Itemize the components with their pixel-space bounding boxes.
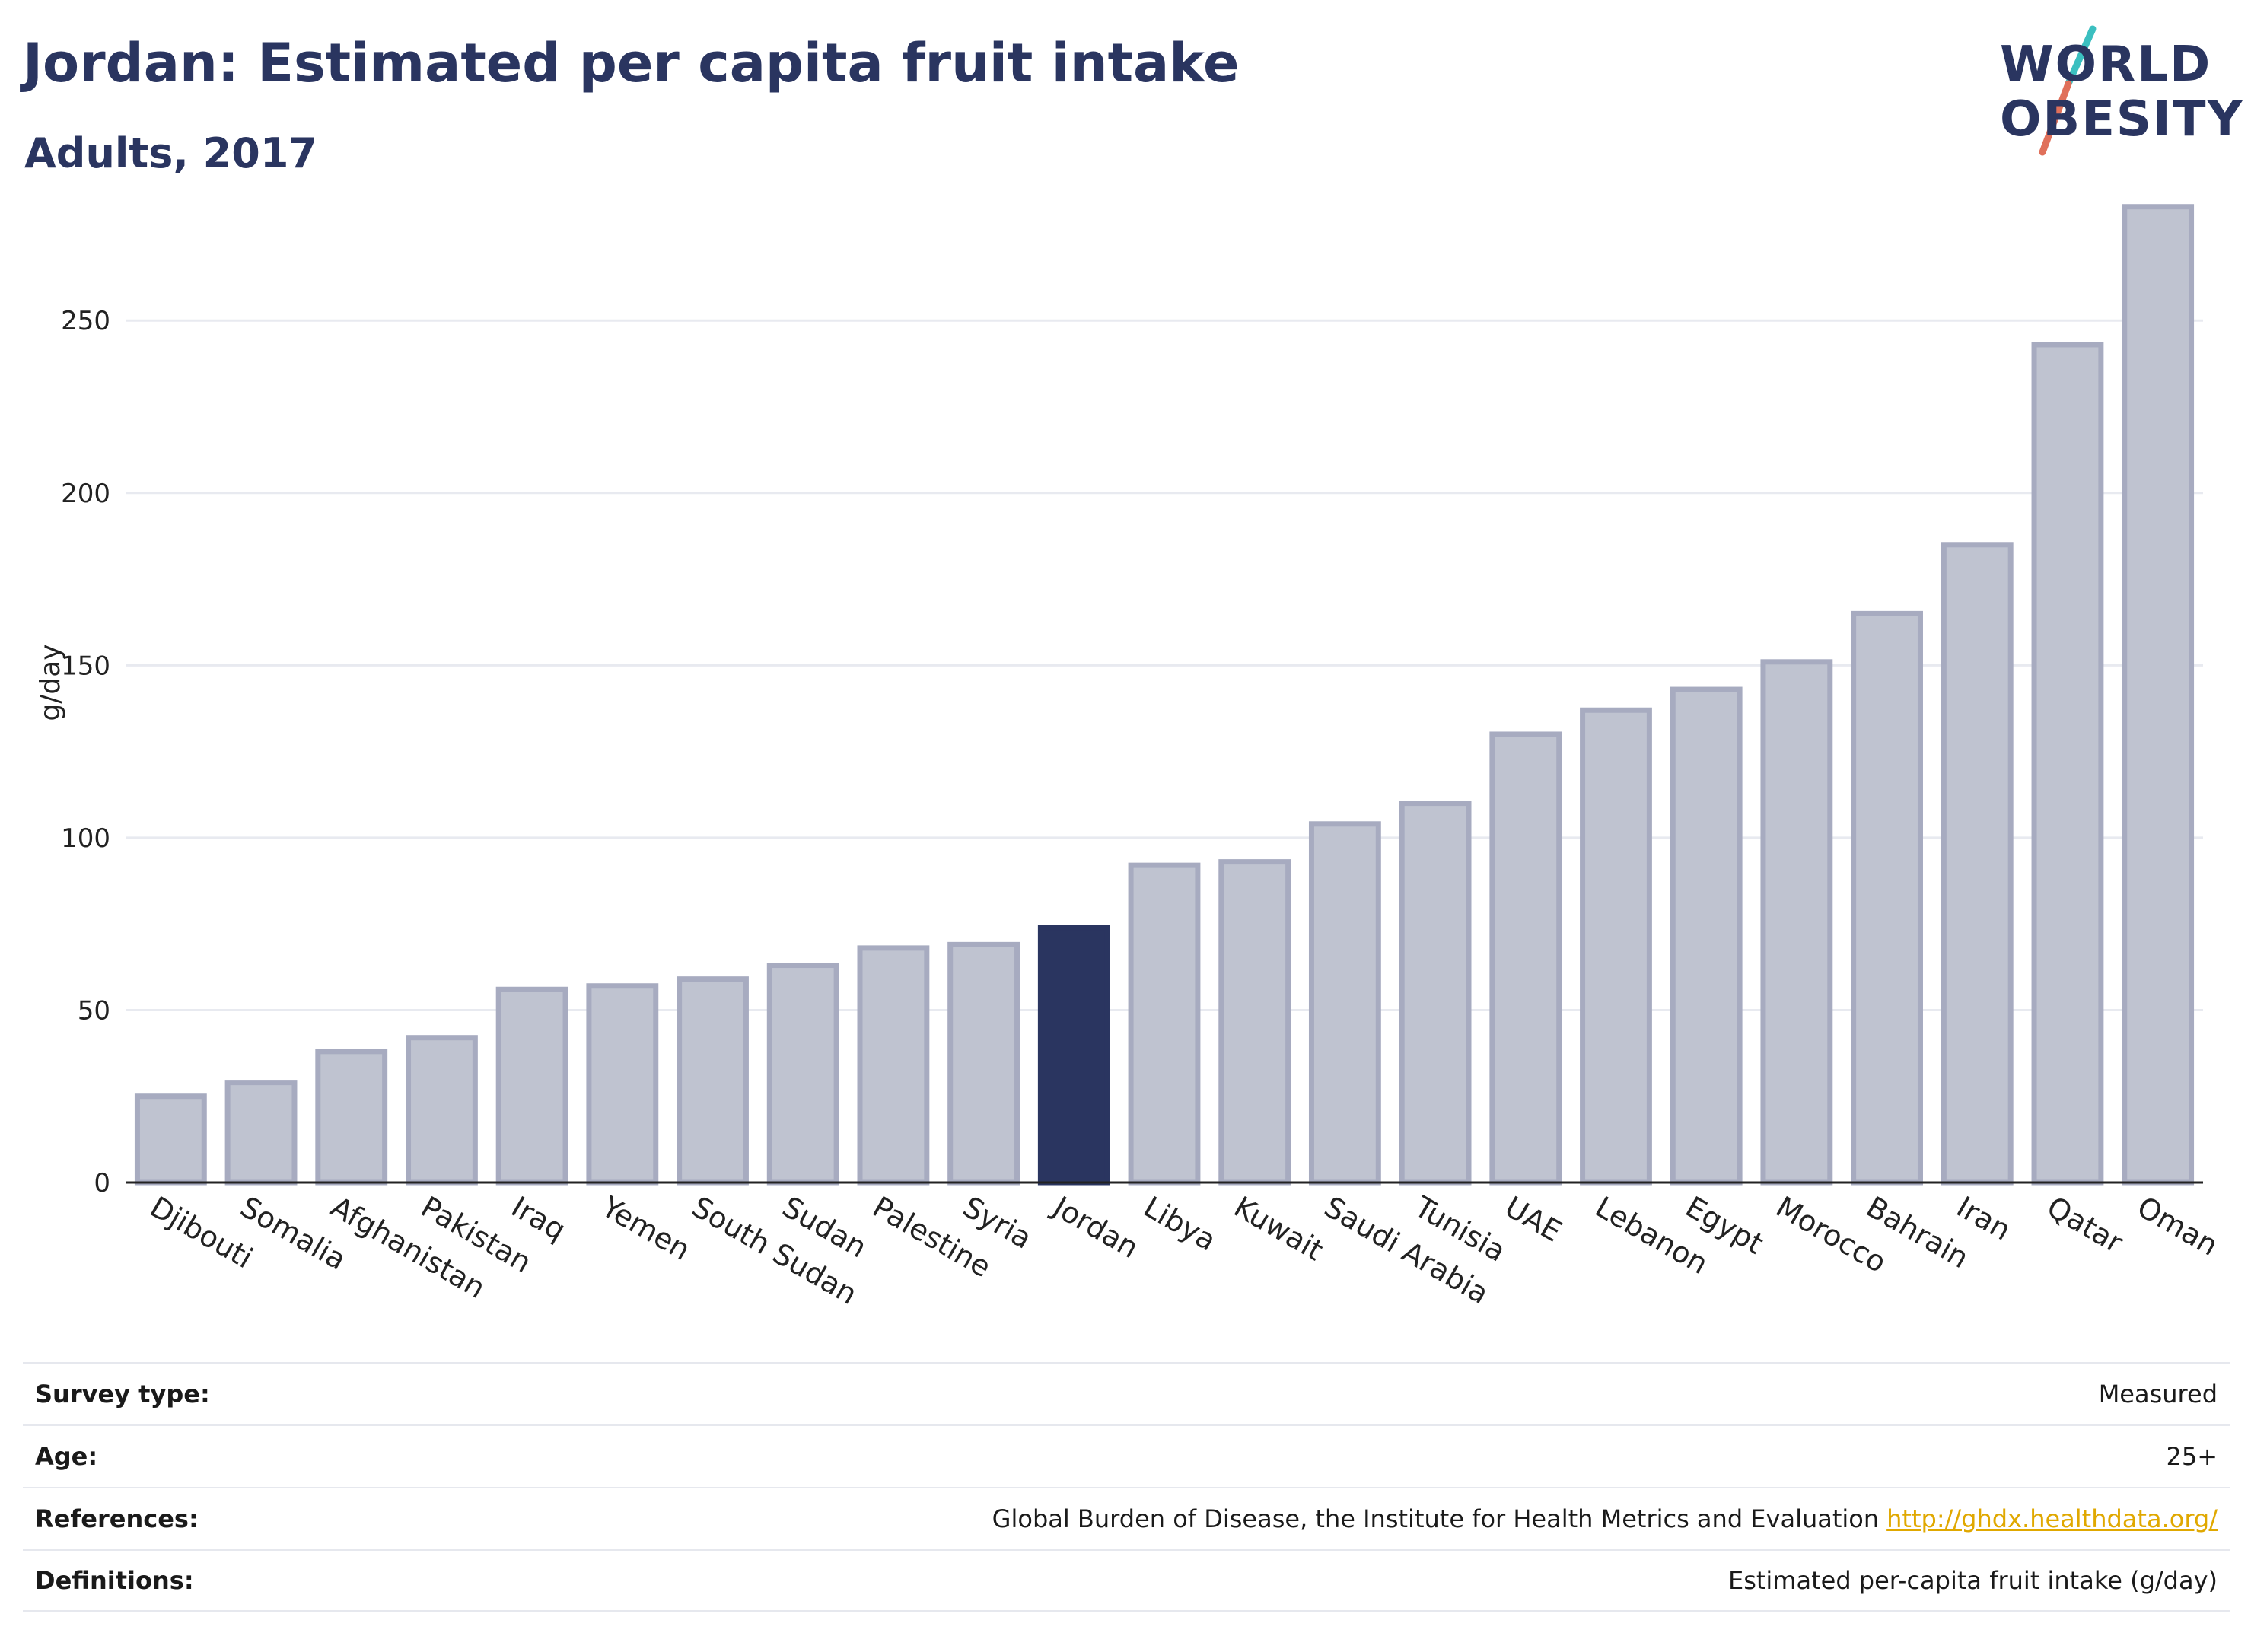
logo-line-1: WORLD xyxy=(2000,37,2212,93)
meta-value: 25+ xyxy=(2166,1442,2218,1471)
y-tick-label: 200 xyxy=(61,479,110,509)
bar-lebanon xyxy=(1580,707,1652,1186)
bar-pakistan xyxy=(406,1035,478,1186)
chart-subtitle: Adults, 2017 xyxy=(24,129,317,177)
meta-value: Estimated per-capita fruit intake (g/day… xyxy=(1727,1566,2218,1595)
x-tick-label: Oman xyxy=(2132,1190,2224,1262)
bar-tunisia xyxy=(1399,801,1472,1186)
bar-sudan xyxy=(766,963,839,1186)
references-text: Global Burden of Disease, the Institute … xyxy=(992,1504,1880,1533)
bar-somalia xyxy=(224,1080,298,1186)
world-obesity-logo: WORLD OBESITY xyxy=(1979,21,2243,166)
bar-yemen xyxy=(586,983,659,1186)
references-link[interactable]: http://ghdx.healthdata.org/ xyxy=(1886,1504,2218,1533)
bar-palestine xyxy=(857,945,930,1186)
bar-bahrain xyxy=(1851,610,1923,1186)
bar-uae xyxy=(1489,731,1562,1186)
bar-qatar xyxy=(2031,342,2104,1186)
meta-label: Definitions: xyxy=(35,1566,194,1595)
bar-jordan xyxy=(1037,925,1110,1186)
meta-label: Survey type: xyxy=(35,1380,210,1408)
x-tick-label: Jordan xyxy=(1046,1189,1144,1265)
meta-label: References: xyxy=(35,1504,199,1533)
logo-line-2: OBESITY xyxy=(2000,91,2244,148)
bar-kuwait xyxy=(1218,859,1291,1186)
meta-label: Age: xyxy=(35,1442,98,1471)
meta-row-age: Age: 25+ xyxy=(23,1424,2230,1487)
meta-row-references: References: Global Burden of Disease, th… xyxy=(23,1487,2230,1549)
bar-egypt xyxy=(1670,686,1743,1186)
y-tick-label: 150 xyxy=(61,651,110,681)
bar-djibouti xyxy=(134,1093,207,1186)
x-tick-label: Yemen xyxy=(595,1189,696,1267)
bar-iran xyxy=(1941,542,2014,1186)
bar-iraq xyxy=(495,986,568,1186)
bar-south-sudan xyxy=(677,976,749,1186)
meta-value-references: Global Burden of Disease, the Institute … xyxy=(992,1504,2218,1533)
bar-oman xyxy=(2122,204,2195,1186)
bar-libya xyxy=(1128,862,1201,1186)
chart-title: Jordan: Estimated per capita fruit intak… xyxy=(23,32,1240,94)
meta-row-survey-type: Survey type: Measured xyxy=(23,1362,2230,1424)
bar-afghanistan xyxy=(315,1049,388,1186)
bar-saudi-arabia xyxy=(1308,821,1381,1186)
meta-row-definitions: Definitions: Estimated per-capita fruit … xyxy=(23,1549,2230,1612)
metadata-table: Survey type: Measured Age: 25+ Reference… xyxy=(23,1362,2230,1612)
meta-value: Measured xyxy=(2098,1380,2218,1408)
bar-syria xyxy=(947,941,1020,1186)
x-tick-label: Qatar xyxy=(2041,1190,2128,1260)
x-tick-label: Kuwait xyxy=(1228,1190,1329,1268)
x-tick-label: Djibouti xyxy=(145,1190,259,1275)
bar-chart: 050100150200250g/dayDjiboutiSomaliaAfgha… xyxy=(35,204,2224,1311)
y-axis-label: g/day xyxy=(35,644,66,721)
logo-slash-icon xyxy=(2039,25,2097,156)
bar-morocco xyxy=(1760,659,1833,1186)
x-tick-label: Libya xyxy=(1138,1190,1222,1258)
y-tick-label: 50 xyxy=(78,995,110,1026)
y-tick-label: 0 xyxy=(94,1168,110,1198)
y-tick-label: 250 xyxy=(61,306,110,336)
y-tick-label: 100 xyxy=(61,823,110,854)
